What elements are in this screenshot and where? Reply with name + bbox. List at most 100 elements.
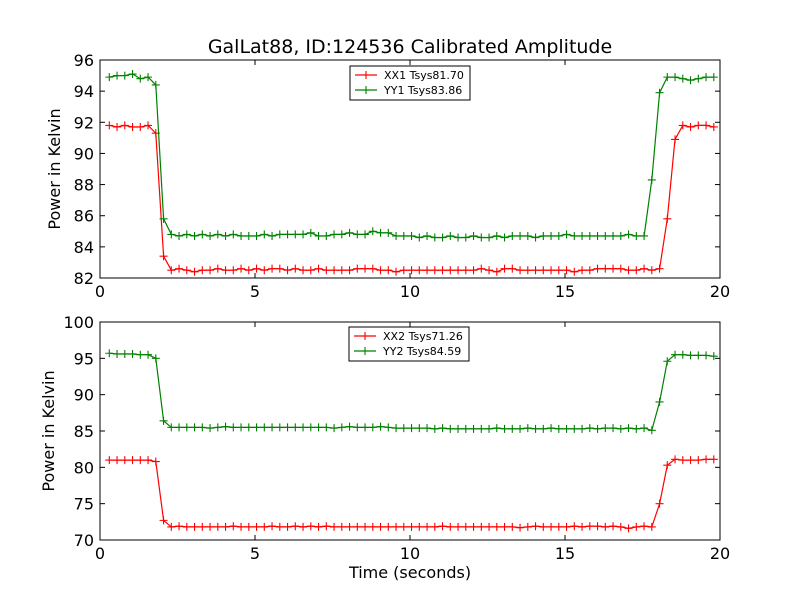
data-point-marker <box>430 424 439 433</box>
data-point-marker <box>485 233 494 242</box>
legend-entry-label: YY2 Tsys84.59 <box>382 345 461 358</box>
data-point-marker <box>337 230 346 239</box>
data-point-marker <box>500 522 509 531</box>
data-point-marker <box>655 88 664 97</box>
data-point-marker <box>585 266 594 275</box>
data-point-marker <box>578 424 587 433</box>
y-tick-label: 92 <box>74 113 94 132</box>
data-point-marker <box>330 522 339 531</box>
data-point-marker <box>353 264 362 273</box>
data-point-marker <box>244 231 253 240</box>
x-tick-label: 10 <box>400 544 420 563</box>
legend-box <box>349 65 471 101</box>
data-point-marker <box>578 231 587 240</box>
data-point-marker <box>368 522 377 531</box>
data-point-marker <box>593 264 602 273</box>
data-point-marker <box>647 426 656 435</box>
data-point-marker <box>709 122 718 131</box>
data-point-marker <box>361 264 370 273</box>
data-point-marker <box>159 252 168 261</box>
data-point-marker <box>244 522 253 531</box>
data-point-marker <box>624 266 633 275</box>
data-point-marker <box>105 73 114 82</box>
data-point-marker <box>221 422 230 431</box>
data-point-marker <box>151 354 160 363</box>
data-point-marker <box>182 230 191 239</box>
data-point-marker <box>136 122 145 131</box>
chart-title: GalLat88, ID:124536 Calibrated Amplitude <box>208 36 612 58</box>
data-point-marker <box>128 122 137 131</box>
data-point-marker <box>198 522 207 531</box>
data-point-marker <box>423 231 432 240</box>
data-point-marker <box>609 522 618 531</box>
data-point-marker <box>539 266 548 275</box>
x-tick-label: 0 <box>95 282 105 301</box>
data-point-marker <box>531 424 540 433</box>
data-point-marker <box>438 522 447 531</box>
data-point-marker <box>632 522 641 531</box>
data-point-marker <box>671 350 680 359</box>
data-point-marker <box>539 424 548 433</box>
data-point-marker <box>345 266 354 275</box>
data-point-marker <box>632 266 641 275</box>
data-point-marker <box>260 522 269 531</box>
series-xx <box>105 121 718 276</box>
data-point-marker <box>500 233 509 242</box>
data-point-marker <box>291 230 300 239</box>
data-point-marker <box>190 267 199 276</box>
data-point-marker <box>221 266 230 275</box>
data-point-marker <box>260 266 269 275</box>
data-point-marker <box>268 522 277 531</box>
data-point-marker <box>407 424 416 433</box>
data-point-marker <box>547 424 556 433</box>
data-point-marker <box>159 516 168 525</box>
data-point-marker <box>322 231 331 240</box>
data-point-marker <box>128 349 137 358</box>
data-point-marker <box>167 423 176 432</box>
data-point-marker <box>260 423 269 432</box>
data-point-marker <box>361 230 370 239</box>
data-point-marker <box>283 230 292 239</box>
x-tick-label: 5 <box>250 282 260 301</box>
data-point-marker <box>585 522 594 531</box>
data-point-marker <box>709 455 718 464</box>
data-point-marker <box>384 522 393 531</box>
data-point-marker <box>702 121 711 130</box>
y-tick-label: 80 <box>74 458 94 477</box>
data-point-marker <box>469 424 478 433</box>
data-point-marker <box>167 522 176 531</box>
data-point-marker <box>454 233 463 242</box>
data-point-marker <box>616 231 625 240</box>
legend-box <box>348 326 470 362</box>
data-point-marker <box>593 231 602 240</box>
data-point-marker <box>516 424 525 433</box>
data-point-marker <box>299 423 308 432</box>
data-point-marker <box>415 266 424 275</box>
series-yy <box>105 70 718 242</box>
data-point-marker <box>702 455 711 464</box>
data-point-marker <box>314 264 323 273</box>
data-point-marker <box>616 264 625 273</box>
data-point-marker <box>485 522 494 531</box>
data-point-marker <box>306 266 315 275</box>
data-point-marker <box>671 455 680 464</box>
data-point-marker <box>516 266 525 275</box>
data-point-marker <box>423 266 432 275</box>
data-point-marker <box>260 230 269 239</box>
data-point-marker <box>105 349 114 358</box>
data-point-marker <box>120 71 129 80</box>
data-point-marker <box>663 357 672 366</box>
y-tick-label: 94 <box>74 82 94 101</box>
x-axis-label: Time (seconds) <box>348 563 471 582</box>
series-xx <box>105 455 718 533</box>
data-point-marker <box>113 349 122 358</box>
data-point-marker <box>113 456 122 465</box>
data-point-marker <box>291 522 300 531</box>
y-tick-label: 96 <box>74 51 94 70</box>
data-point-marker <box>244 266 253 275</box>
data-point-marker <box>221 231 230 240</box>
data-point-marker <box>516 231 525 240</box>
data-point-marker <box>314 423 323 432</box>
legend: XX2 Tsys71.26 YY2 Tsys84.59 <box>348 326 470 362</box>
data-point-marker <box>252 231 261 240</box>
